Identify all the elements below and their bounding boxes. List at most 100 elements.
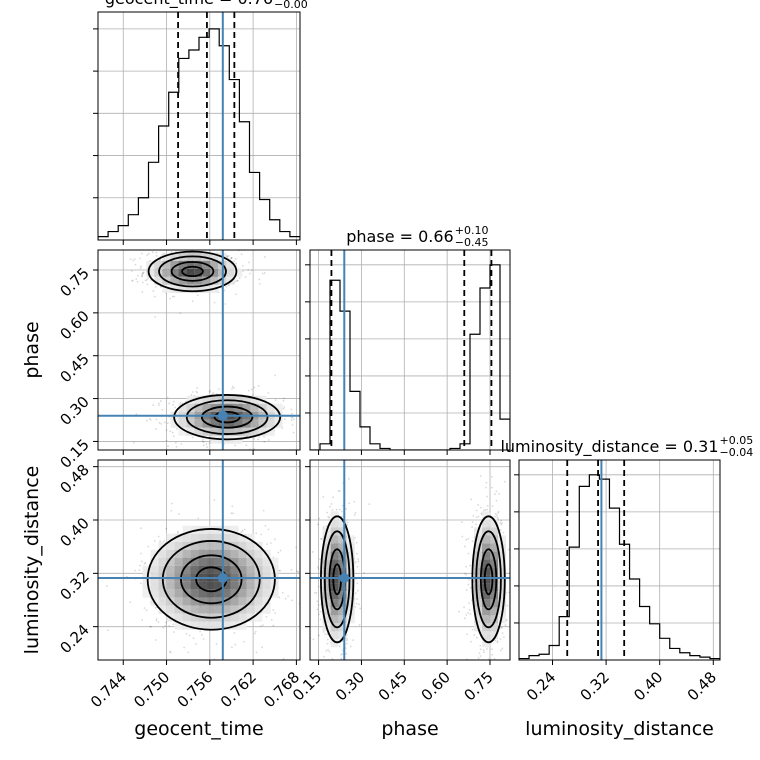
scatter-point: [262, 624, 264, 627]
scatter-point: [290, 416, 293, 419]
contour-0-3: [146, 528, 276, 631]
density-cell: [206, 621, 215, 630]
density-cell: [346, 551, 355, 560]
scatter-point: [494, 493, 496, 495]
density-cell: [214, 589, 223, 598]
scatter-point: [253, 386, 256, 389]
scatter-point: [318, 634, 320, 637]
scatter-point: [199, 630, 202, 633]
scatter-point: [326, 633, 329, 636]
density-cell: [498, 551, 507, 560]
density-cell: [322, 607, 331, 616]
scatter-point: [240, 253, 243, 256]
density-cell: [198, 549, 207, 558]
density-cell: [254, 589, 263, 598]
scatter-point: [479, 648, 482, 651]
density-cell: [170, 252, 179, 261]
density-cell: [198, 621, 207, 630]
scatter-point: [494, 639, 497, 642]
density-cell: [330, 535, 339, 544]
density-cell: [474, 559, 483, 568]
scatter-point: [215, 643, 218, 645]
scatter-point: [249, 272, 251, 275]
scatter-point: [170, 250, 173, 253]
scatter-point: [480, 506, 482, 509]
scatter-point: [316, 523, 319, 526]
x-axis-label-phase: phase: [381, 718, 438, 740]
scatter-point: [201, 440, 204, 443]
density-cell: [206, 581, 215, 590]
contour-1-2: [475, 530, 502, 629]
histogram-luminosity_distance-frame: [518, 459, 721, 661]
density-cell: [482, 639, 491, 648]
density-cell: [346, 599, 355, 608]
density-cell: [210, 435, 219, 444]
y-tick-label-luminosity_distance-3: 0.48: [56, 461, 92, 497]
scatter-point: [159, 258, 162, 261]
density-cell: [158, 597, 167, 606]
scatter-point: [205, 443, 208, 445]
scatter-point: [255, 532, 258, 535]
scatter-point: [349, 645, 352, 648]
scatter-point: [486, 508, 488, 511]
scatter-point: [507, 548, 510, 551]
density-cell: [174, 541, 183, 550]
density-cell: [250, 395, 259, 404]
density-cell: [178, 427, 187, 436]
density-cell: [162, 260, 171, 269]
scatter-point: [167, 445, 169, 447]
density-cell: [246, 533, 255, 542]
density-cell: [482, 535, 491, 544]
density-cell: [190, 621, 199, 630]
scatter-point: [160, 422, 163, 425]
scatter-point: [179, 401, 182, 404]
scatter-point: [290, 408, 293, 411]
scatter-point: [234, 444, 237, 447]
density-cell: [238, 613, 247, 622]
scatter-point: [356, 552, 358, 555]
scatter-point: [345, 507, 348, 510]
scatter-point: [129, 601, 132, 604]
density-cell: [482, 591, 491, 600]
scatter-point: [141, 274, 144, 277]
scatter-point: [137, 274, 139, 277]
scatter-point: [316, 608, 319, 611]
scatter-point: [501, 647, 504, 650]
scatter-point: [465, 573, 468, 576]
density-cell: [322, 567, 331, 576]
scatter-point: [352, 639, 354, 641]
y-axis-label-phase: phase: [21, 321, 43, 378]
density-cell: [198, 557, 207, 566]
density-cell: [246, 581, 255, 590]
scatter-point: [471, 521, 474, 524]
scatter-point: [317, 603, 320, 606]
scatter-point: [511, 596, 513, 598]
scatter-point: [235, 262, 238, 265]
scatter-point: [185, 632, 188, 635]
density-cell: [226, 260, 235, 269]
density-cell: [198, 589, 207, 598]
density-cell: [270, 557, 279, 566]
contour-1-0: [483, 563, 494, 596]
density-cell: [330, 543, 339, 552]
density-cell: [170, 419, 179, 428]
density-cell: [246, 557, 255, 566]
density-cell: [338, 535, 347, 544]
density-cell: [498, 599, 507, 608]
scatter-point: [308, 562, 310, 564]
density-cell: [206, 589, 215, 598]
scatter-point: [158, 404, 161, 407]
density-geocent_time-luminosity_distance: [98, 460, 300, 660]
scatter-point: [477, 657, 480, 660]
scatter-point: [317, 566, 319, 568]
scatter-point: [155, 251, 158, 254]
x-tick-label-geocent_time-1: 0.750: [130, 668, 173, 711]
scatter-point: [141, 273, 144, 276]
density-cell: [490, 535, 499, 544]
density-cell: [226, 403, 235, 412]
scatter-point: [501, 632, 504, 635]
scatter-point: [292, 431, 295, 434]
scatter-point: [178, 513, 180, 515]
density-cell: [166, 565, 175, 574]
density-cell: [214, 605, 223, 614]
